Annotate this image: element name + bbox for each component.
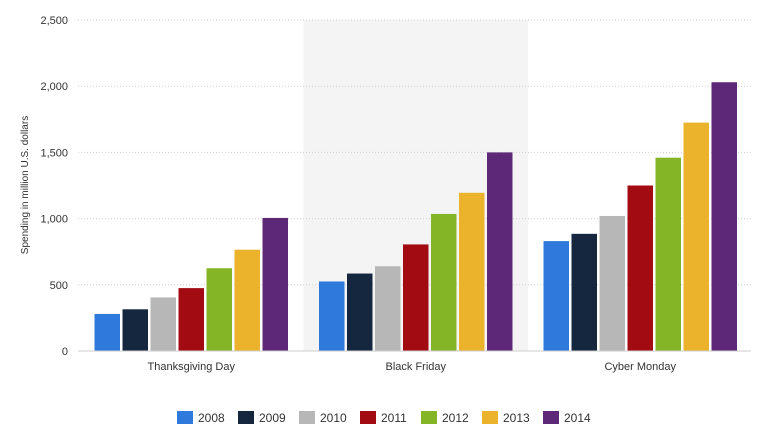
x-axis: Thanksgiving Day Black Friday Cyber Monday [148, 361, 677, 373]
legend-swatch [299, 411, 315, 424]
bar-2010-cyber-monday[interactable] [599, 215, 626, 351]
y-tick-label: 0 [62, 346, 68, 358]
legend-label: 2012 [442, 411, 469, 425]
bar-2009-thanksgiving-day[interactable] [122, 309, 149, 351]
bar-2010-black-friday[interactable] [375, 266, 401, 351]
bar-2008-thanksgiving-day[interactable] [94, 313, 121, 351]
y-tick-label: 2,000 [40, 81, 68, 93]
bar-2013-thanksgiving-day[interactable] [234, 249, 261, 351]
bar-2012-black-friday[interactable] [431, 213, 457, 351]
bar-2012-thanksgiving-day[interactable] [206, 268, 233, 351]
y-axis: 0 500 1,000 1,500 2,000 2,500 [40, 15, 68, 358]
legend-swatch [177, 411, 193, 424]
legend: 2008 2009 2010 2011 2012 2013 2014 [177, 411, 591, 425]
legend-swatch [238, 411, 254, 424]
legend-item-2013[interactable]: 2013 [482, 411, 530, 425]
legend-label: 2009 [259, 411, 286, 425]
legend-swatch [360, 411, 376, 424]
bar-2014-thanksgiving-day[interactable] [262, 217, 289, 351]
bar-2013-cyber-monday[interactable] [683, 122, 710, 351]
bar-2010-thanksgiving-day[interactable] [150, 297, 177, 351]
bar-2009-black-friday[interactable] [347, 273, 373, 351]
legend-label: 2014 [564, 411, 591, 425]
y-tick-label: 1,000 [40, 214, 68, 226]
legend-item-2012[interactable]: 2012 [421, 411, 469, 425]
legend-swatch [482, 411, 498, 424]
x-tick-label: Cyber Monday [604, 361, 676, 373]
bar-2012-cyber-monday[interactable] [655, 157, 682, 351]
bar-2013-black-friday[interactable] [459, 192, 485, 351]
bar-2014-black-friday[interactable] [487, 152, 513, 351]
x-tick-label: Black Friday [385, 361, 446, 373]
x-tick-label: Thanksgiving Day [148, 361, 236, 373]
bar-2014-cyber-monday[interactable] [711, 82, 738, 351]
legend-item-2010[interactable]: 2010 [299, 411, 347, 425]
bar-2009-cyber-monday[interactable] [571, 233, 598, 351]
bar-2011-black-friday[interactable] [403, 244, 429, 351]
bar-2011-thanksgiving-day[interactable] [178, 288, 205, 351]
legend-label: 2010 [320, 411, 347, 425]
bar-2011-cyber-monday[interactable] [627, 185, 654, 352]
legend-item-2014[interactable]: 2014 [543, 411, 591, 425]
legend-label: 2011 [381, 411, 407, 425]
y-tick-label: 1,500 [40, 147, 68, 159]
y-axis-title: Spending in million U.S. dollars [20, 116, 31, 254]
bar-2008-cyber-monday[interactable] [543, 241, 570, 351]
bar-2008-black-friday[interactable] [319, 281, 345, 351]
legend-swatch [543, 411, 559, 424]
legend-item-2011[interactable]: 2011 [360, 411, 407, 425]
legend-label: 2008 [198, 411, 225, 425]
legend-label: 2013 [503, 411, 530, 425]
legend-swatch [421, 411, 437, 424]
y-tick-label: 2,500 [40, 15, 68, 27]
legend-item-2009[interactable]: 2009 [238, 411, 286, 425]
legend-item-2008[interactable]: 2008 [177, 411, 225, 425]
y-tick-label: 500 [50, 280, 68, 292]
bars [94, 82, 738, 352]
